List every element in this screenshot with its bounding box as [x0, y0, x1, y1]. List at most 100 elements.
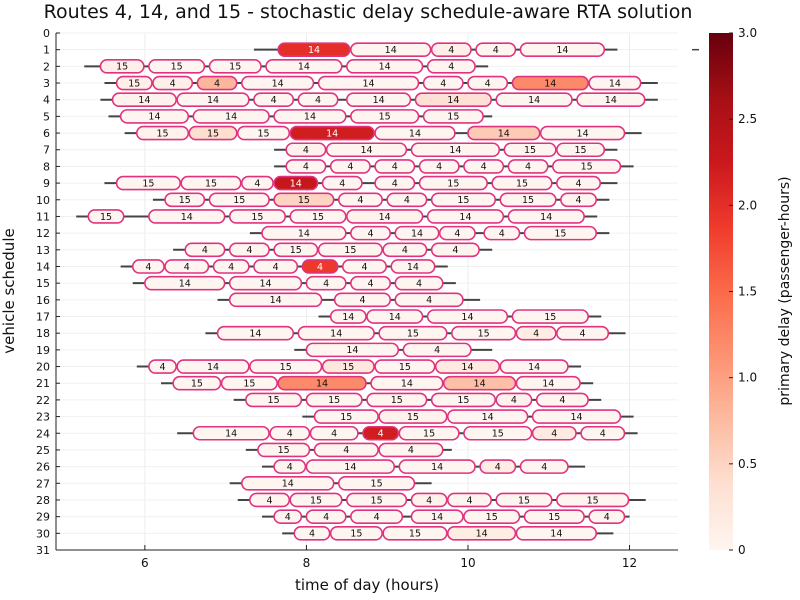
trip-bar [131, 259, 165, 274]
trip-route-label: 15 [328, 395, 340, 406]
trip-route-label: 4 [466, 495, 472, 506]
trip-bar [285, 159, 327, 174]
trip-route-label: 15 [229, 62, 241, 73]
trip-route-label: 15 [298, 195, 310, 206]
trip-bar [503, 142, 557, 158]
trip-bar [240, 175, 274, 191]
trip-bar [273, 109, 347, 124]
trip-route-label: 4 [287, 429, 293, 440]
trip-route-label: 15 [371, 479, 383, 490]
schedule-row: 14 4 14 4 4 15 [249, 225, 610, 241]
trip-bar [551, 159, 622, 174]
trip-bar [346, 492, 408, 508]
trip-route-label: 14 [461, 312, 473, 323]
trip-route-label: 14 [270, 295, 282, 306]
trip-bar [119, 109, 190, 124]
trip-route-label: 15 [128, 78, 140, 89]
trip-route-label: 4 [331, 429, 337, 440]
y-tick-label: 8 [43, 160, 50, 173]
trip-route-label: 4 [481, 162, 487, 173]
trip-route-label: 14 [605, 95, 617, 106]
trip-route-label: 4 [303, 145, 309, 156]
trip-bar [398, 459, 476, 474]
trip-bar [329, 309, 367, 324]
trip-route-label: 4 [580, 328, 586, 339]
trip-route-label: 14 [282, 479, 294, 490]
trip-bar [273, 509, 303, 524]
trip-route-label: 15 [575, 145, 587, 156]
trip-bar [495, 92, 573, 108]
trip-bar [111, 92, 177, 108]
trip-route-label: 4 [368, 278, 374, 289]
trip-bar [148, 59, 206, 74]
trip-bar [378, 442, 444, 458]
trip-bar [305, 275, 347, 291]
trip-route-label: 15 [251, 212, 263, 223]
trip-bar [556, 175, 602, 191]
trip-bar [289, 492, 343, 508]
y-tick-label: 28 [36, 494, 50, 507]
trip-bar [333, 292, 392, 308]
trip-bar [289, 125, 375, 141]
schedule-row: 15 15 15 14 14 14 14 [124, 125, 642, 141]
trip-bar [374, 125, 456, 141]
trip-route-label: 14 [379, 212, 391, 223]
trip-route-label: 15 [257, 128, 269, 139]
trip-bar [337, 192, 383, 208]
trip-route-label: 4 [408, 445, 414, 456]
trip-bar [350, 275, 392, 291]
trip-bar [374, 159, 416, 174]
trip-bar [350, 42, 432, 57]
trip-bar [535, 392, 589, 408]
trip-route-label: 14 [342, 312, 354, 323]
trip-bar [192, 109, 270, 124]
trip-route-label: 15 [492, 429, 504, 440]
colorbar-tick-label: 0.5 [738, 457, 757, 471]
trip-bar [499, 192, 557, 208]
trip-bar [438, 225, 476, 241]
trip-route-label: 14 [609, 78, 621, 89]
y-tick-label: 22 [36, 394, 50, 407]
trip-bar [576, 92, 646, 108]
trip-bar [531, 409, 622, 424]
trip-bar [467, 125, 541, 141]
y-tick-label: 20 [36, 361, 50, 374]
trip-bar [378, 325, 448, 341]
trip-bar [220, 375, 278, 391]
trip-bar [164, 192, 206, 208]
trip-bar [285, 142, 327, 158]
trip-bar [148, 359, 177, 374]
trip-bar [269, 425, 311, 441]
trip-route-label: 14 [449, 145, 461, 156]
schedule-row: 15 15 15 15 4 4 [233, 392, 602, 408]
y-tick-label: 26 [36, 461, 50, 474]
trip-route-label: 15 [340, 412, 352, 423]
trip-route-label: 4 [440, 78, 446, 89]
trip-route-label: 14 [476, 529, 488, 540]
trip-route-label: 15 [587, 495, 599, 506]
trip-route-label: 15 [191, 379, 203, 390]
trip-bar [257, 442, 311, 458]
trip-bar [430, 42, 472, 57]
trip-bar [148, 209, 226, 224]
trip-bar [463, 159, 505, 174]
trip-route-label: 15 [278, 445, 290, 456]
y-tick-label: 21 [36, 377, 50, 390]
trip-route-label: 4 [392, 162, 398, 173]
trip-bar [321, 175, 363, 191]
trip-route-label: 4 [541, 462, 547, 473]
trip-bar [519, 459, 569, 474]
trip-route-label: 4 [317, 262, 323, 273]
schedule-row: 14 4 4 [217, 292, 481, 308]
trip-route-label: 4 [426, 295, 432, 306]
trip-route-label: 4 [170, 78, 176, 89]
trip-bar [556, 142, 606, 158]
y-tick-label: 12 [36, 227, 50, 240]
trip-bar [523, 225, 598, 241]
trip-route-label: 4 [374, 512, 380, 523]
trip-bar [414, 92, 493, 108]
trip-route-label: 15 [478, 328, 490, 339]
trip-route-label: 15 [205, 178, 217, 189]
schedule-row: 4 14 14 15 15 [274, 142, 618, 158]
trip-route-label: 14 [570, 412, 582, 423]
